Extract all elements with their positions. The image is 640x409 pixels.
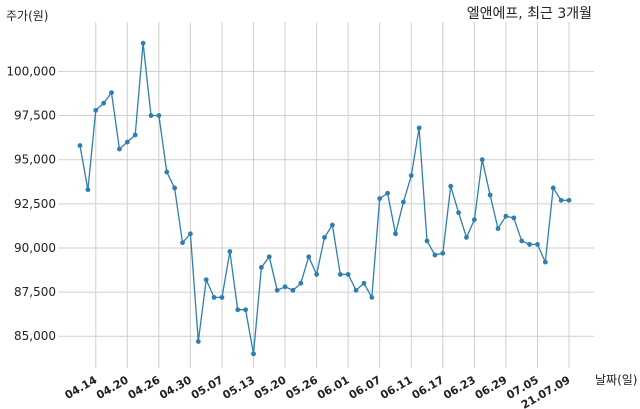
- y-tick-label: 87,500: [14, 285, 56, 299]
- data-point: [385, 190, 390, 196]
- data-point: [432, 252, 438, 258]
- data-point: [298, 280, 304, 286]
- data-point: [124, 139, 130, 145]
- x-tick-label: 06.01: [315, 373, 352, 402]
- data-point: [101, 100, 107, 106]
- y-tick-label: 90,000: [14, 241, 56, 255]
- data-point: [164, 169, 170, 175]
- y-tick-label: 85,000: [14, 329, 56, 343]
- data-point: [180, 240, 185, 246]
- data-point: [251, 351, 256, 357]
- data-point: [203, 277, 209, 283]
- data-point: [416, 125, 422, 131]
- y-axis-ticks: 85,000 87,500 90,000 92,500 95,000 97,500 100,…: [6, 64, 56, 343]
- x-tick-label: 06.29: [473, 373, 510, 402]
- data-point: [329, 222, 335, 228]
- data-point: [274, 287, 280, 293]
- data-point: [266, 254, 272, 260]
- data-point: [235, 307, 241, 313]
- data-point: [566, 197, 572, 203]
- data-point: [219, 294, 225, 300]
- data-point: [503, 213, 509, 219]
- data-point: [77, 143, 83, 148]
- data-point: [306, 254, 312, 260]
- data-point: [464, 234, 469, 240]
- data-point: [400, 199, 406, 205]
- x-tick-label: 04.30: [157, 373, 194, 402]
- data-point: [550, 185, 556, 191]
- data-point: [408, 173, 414, 178]
- data-point: [132, 132, 138, 138]
- data-point: [195, 339, 201, 344]
- chart-title: 엘앤에프, 최근 3개월: [467, 6, 592, 22]
- x-tick-label: 06.23: [441, 373, 478, 402]
- data-point: [440, 250, 446, 256]
- data-point: [156, 113, 162, 118]
- x-tick-label: 05.20: [252, 373, 289, 402]
- y-tick-label: 97,500: [14, 109, 56, 123]
- data-point: [172, 185, 178, 191]
- price-points: [77, 40, 572, 357]
- data-point: [322, 234, 327, 240]
- x-tick-label: 04.14: [63, 373, 100, 402]
- data-point: [85, 187, 91, 193]
- data-point: [471, 217, 477, 223]
- data-point: [314, 272, 320, 277]
- data-point: [393, 231, 398, 237]
- data-point: [211, 294, 217, 300]
- data-point: [361, 280, 367, 286]
- y-tick-label: 100,000: [6, 64, 56, 78]
- data-point: [243, 307, 249, 313]
- data-point: [227, 249, 233, 254]
- data-point: [109, 90, 114, 96]
- y-tick-label: 95,000: [14, 153, 56, 167]
- data-point: [188, 231, 193, 237]
- data-point: [456, 210, 461, 216]
- data-point: [542, 259, 548, 265]
- data-point: [519, 238, 525, 244]
- data-point: [424, 238, 430, 244]
- data-point: [377, 196, 383, 201]
- x-tick-label: 06.11: [378, 373, 415, 402]
- data-point: [140, 40, 146, 46]
- x-tick-label: 05.13: [220, 373, 257, 402]
- data-point: [479, 157, 485, 163]
- data-point: [117, 146, 122, 152]
- data-point: [290, 287, 296, 293]
- data-point: [148, 113, 154, 118]
- data-point: [527, 242, 532, 247]
- y-tick-label: 92,500: [14, 197, 56, 211]
- data-point: [282, 284, 288, 290]
- price-line: [79, 43, 569, 355]
- data-point: [487, 192, 493, 198]
- x-axis-label: 날짜(일): [595, 373, 637, 387]
- data-point: [259, 264, 264, 270]
- data-point: [353, 287, 359, 293]
- data-point: [535, 242, 540, 247]
- x-tick-label: 04.20: [94, 373, 131, 402]
- x-tick-label: 05.07: [189, 373, 226, 402]
- x-tick-label: 06.17: [410, 373, 447, 402]
- x-tick-label: 04.26: [126, 373, 163, 402]
- data-point: [495, 226, 501, 231]
- data-point: [337, 272, 343, 277]
- x-tick-label: 06.07: [347, 373, 384, 402]
- data-point: [93, 107, 99, 113]
- data-point: [511, 215, 517, 221]
- x-tick-label: 05.26: [283, 373, 320, 402]
- grid-lines: [58, 22, 594, 368]
- data-point: [448, 183, 454, 189]
- data-point: [345, 272, 351, 277]
- data-point: [558, 197, 564, 203]
- data-point: [369, 294, 375, 300]
- y-axis-label: 주가(원): [6, 9, 48, 23]
- x-axis-ticks: 04.1404.2004.2604.3005.0705.1305.2005.26…: [63, 373, 573, 409]
